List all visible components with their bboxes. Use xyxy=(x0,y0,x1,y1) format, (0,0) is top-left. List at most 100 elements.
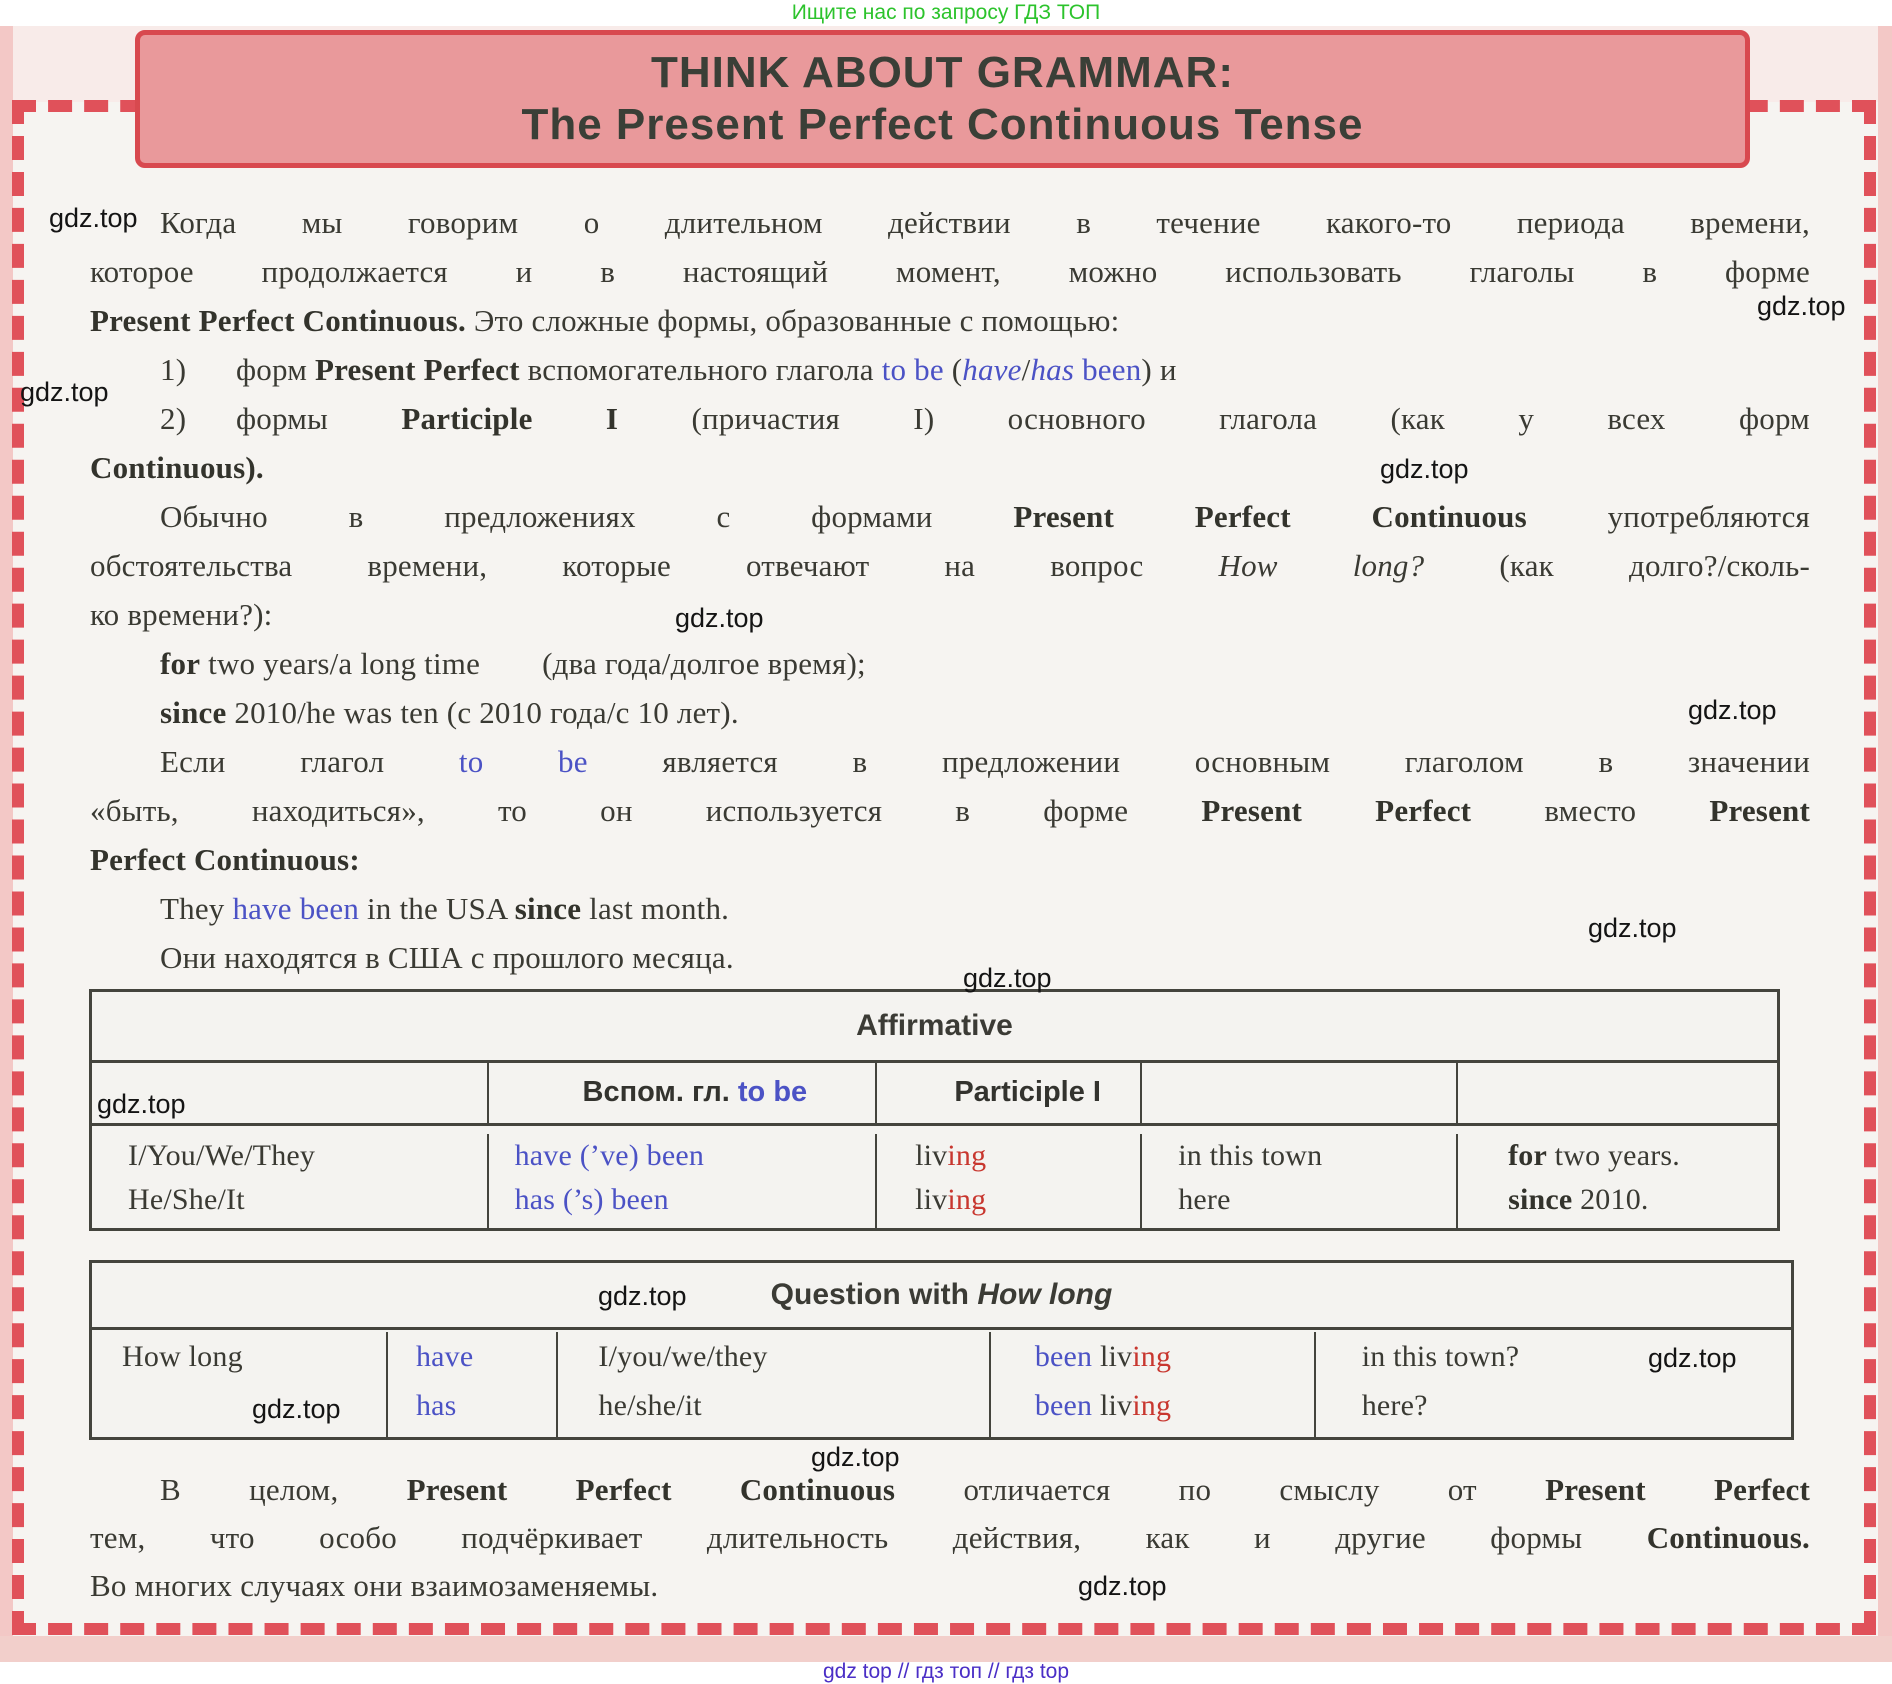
text-line: Обычно в предложениях с формами Present … xyxy=(90,492,1810,541)
table-cell-line: in this town xyxy=(1178,1134,1456,1178)
table-cell: for two years. since 2010. xyxy=(1456,1134,1777,1229)
text-segment: вспомогательного глагола xyxy=(519,352,882,387)
text-segment: to be xyxy=(458,744,588,779)
text-segment: вместо xyxy=(1471,793,1710,828)
table-cell-line: been living xyxy=(1035,1381,1314,1430)
closing-paragraph: В целом, Present Perfect Continuous отли… xyxy=(90,1466,1810,1610)
text-segment: В целом, xyxy=(160,1472,407,1507)
gdz-watermark: gdz.top xyxy=(811,1442,900,1472)
text-segment: to be xyxy=(881,352,944,387)
table-cell-line: in this town? xyxy=(1362,1332,1791,1381)
gdz-watermark: gdz.top xyxy=(1380,454,1469,484)
text-segment: have (’ve) been xyxy=(514,1139,705,1172)
text-segment: 1) xyxy=(160,352,187,387)
text-line: Когда мы говорим о длительном действии в… xyxy=(90,198,1810,247)
table-cell: I/You/We/They He/She/It xyxy=(92,1134,487,1229)
text-segment: two years/a long time xyxy=(200,646,481,681)
text-segment: he/she/it xyxy=(598,1389,702,1422)
text-segment: last month. xyxy=(581,891,730,926)
table-cell-line: here? xyxy=(1362,1381,1791,1430)
text-segment: He/She/It xyxy=(128,1183,245,1216)
gdz-watermark: gdz.top xyxy=(49,203,138,233)
table-cell-line: living xyxy=(915,1178,1140,1222)
table-cell-line: for two years. xyxy=(1508,1134,1777,1178)
table-cell: living living xyxy=(875,1134,1140,1229)
text-line: В целом, Present Perfect Continuous отли… xyxy=(90,1466,1810,1514)
table-cell-line: has (’s) been xyxy=(515,1178,876,1222)
promo-top-text: Ищите нас по запросу ГДЗ ТОП xyxy=(791,1,1101,24)
table-cell: in this town? here? xyxy=(1313,1332,1791,1437)
text-segment: ing xyxy=(1132,1389,1172,1422)
text-segment: I/you/we/they xyxy=(598,1340,768,1373)
gdz-watermark: gdz.top xyxy=(97,1089,186,1119)
question-table: Question with How long How long have has I/… xyxy=(89,1260,1794,1440)
text-line: обстоятельства времени, которые отвечают… xyxy=(90,541,1810,590)
text-segment: ing xyxy=(947,1183,987,1216)
text-segment: Они находятся в США с прошлого месяца. xyxy=(160,940,734,975)
table-cell-line: have (’ve) been xyxy=(515,1134,876,1178)
text-segment: 2010. xyxy=(1572,1183,1649,1216)
gdz-watermark: gdz.top xyxy=(675,603,764,633)
table-cell-line: since 2010. xyxy=(1508,1178,1777,1222)
text-line: Present Perfect Continuous. Это сложные … xyxy=(90,296,1810,345)
text-segment: отличается по смыслу от xyxy=(895,1472,1546,1507)
text-segment: «быть, находиться», то он используется в… xyxy=(90,793,1202,828)
scan-margin-right xyxy=(1878,26,1892,1662)
text-segment: here xyxy=(1178,1183,1231,1216)
table-header-cell xyxy=(1140,1063,1456,1123)
text-segment: Во многих случаях они взаимозаменяемы. xyxy=(90,1568,659,1603)
affirmative-table: Affirmative Вспом. гл. to be Participle I… xyxy=(89,989,1780,1231)
table-cell-line: How long xyxy=(122,1332,386,1381)
text-segment: How long xyxy=(977,1278,1113,1311)
text-segment: ing xyxy=(947,1139,987,1172)
text-segment: Когда мы говорим о длительном действии в… xyxy=(160,205,1810,240)
affirmative-table-title: Affirmative xyxy=(92,992,1777,1063)
scan-margin-left xyxy=(0,26,13,1662)
text-segment: here? xyxy=(1361,1389,1428,1422)
text-segment: in the USA xyxy=(359,891,515,926)
text-segment: have xyxy=(962,352,1022,387)
affirmative-table-data-row: I/You/We/They He/She/It have (’ve) been has… xyxy=(92,1126,1777,1229)
gdz-watermark: gdz.top xyxy=(963,963,1052,993)
table-cell-line: he/she/it xyxy=(598,1381,988,1430)
text-line: тем, что особо подчёркивает длительность… xyxy=(90,1514,1810,1562)
scan-margin-bottom xyxy=(0,1636,1892,1662)
text-segment: in this town xyxy=(1178,1139,1323,1172)
text-segment: Question with xyxy=(770,1278,978,1311)
text-segment: in this town? xyxy=(1361,1340,1520,1373)
bottom-white-band xyxy=(0,1662,1892,1684)
text-line: которое продолжается и в настоящий момен… xyxy=(90,247,1810,296)
text-segment: Present xyxy=(1709,793,1810,828)
text-segment: has xyxy=(1030,352,1075,387)
table-cell-line: been living xyxy=(1035,1332,1314,1381)
text-line: 1) форм Present Perfect вспомогательного … xyxy=(90,345,1810,394)
text-line: ко времени?): xyxy=(90,590,1810,639)
text-segment: которое продолжается и в настоящий момен… xyxy=(90,254,1810,289)
text-line: «быть, находиться», то он используется в… xyxy=(90,786,1810,835)
table-header-cell: Participle I xyxy=(875,1063,1140,1123)
text-segment: liv xyxy=(1099,1389,1133,1422)
text-segment: been xyxy=(1074,352,1142,387)
table-header-cell: Вспом. гл. to be xyxy=(486,1063,876,1123)
text-segment: since xyxy=(1508,1183,1573,1216)
table-cell-line: here xyxy=(1178,1178,1456,1222)
table-cell: I/you/we/they he/she/it xyxy=(556,1332,988,1437)
text-segment: I/You/We/They xyxy=(128,1139,316,1172)
table-cell: been living been living xyxy=(988,1332,1314,1437)
text-segment: форм xyxy=(236,352,315,387)
text-line: 2) формы Participle I (причастия I) основ… xyxy=(90,394,1810,443)
text-segment: Обычно в предложениях с формами xyxy=(160,499,1014,534)
text-segment: have xyxy=(415,1340,474,1373)
text-line: They have been in the USA since last mon… xyxy=(90,884,1810,933)
text-segment: How long xyxy=(122,1340,243,1373)
text-segment: liv xyxy=(1099,1340,1133,1373)
gdz-watermark: gdz.top xyxy=(598,1281,687,1311)
text-segment: been xyxy=(1034,1389,1100,1422)
grammar-title-line1: THINK ABOUT GRAMMAR: xyxy=(651,48,1234,97)
gdz-watermark: gdz.top xyxy=(252,1394,341,1424)
text-line: Во многих случаях они взаимозаменяемы. xyxy=(90,1562,1810,1610)
table-header-cell xyxy=(1456,1063,1777,1123)
gdz-watermark: gdz.top xyxy=(1648,1343,1737,1373)
text-segment: ing xyxy=(1132,1340,1172,1373)
